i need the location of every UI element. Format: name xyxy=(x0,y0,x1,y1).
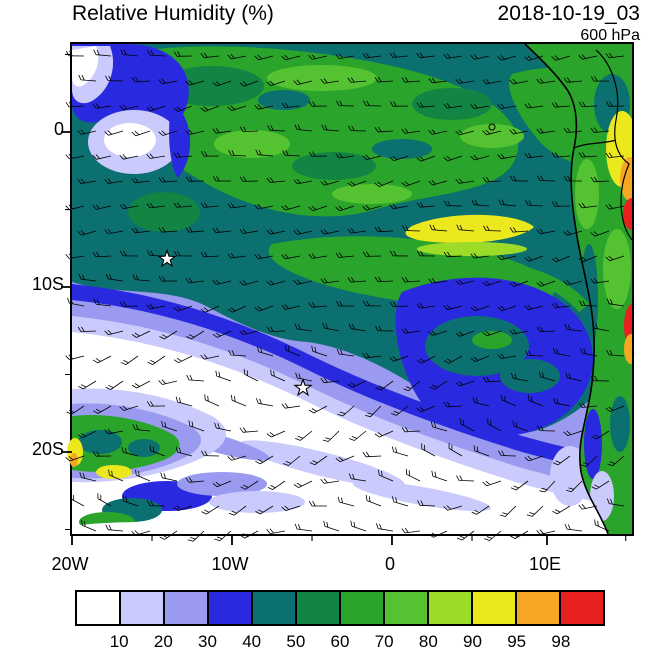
y-tick-label: 10S xyxy=(31,273,64,294)
colorbar-label: 80 xyxy=(418,632,438,651)
contour-region xyxy=(610,396,630,452)
contour-region xyxy=(267,65,377,91)
contour-region xyxy=(623,198,632,230)
pressure-level: 600 hPa xyxy=(580,27,640,44)
y-tick-label: 20S xyxy=(31,439,64,460)
colorbar-label: 60 xyxy=(330,632,350,651)
colorbar-box xyxy=(515,590,561,626)
contour-region xyxy=(412,88,492,120)
colorbar-label: 10 xyxy=(109,632,129,651)
contour-region xyxy=(209,491,305,513)
colorbar-label: 40 xyxy=(242,632,262,651)
coastline xyxy=(524,43,609,535)
contour-region xyxy=(239,440,405,488)
contour-region xyxy=(169,102,191,178)
colorbar-box xyxy=(559,590,605,626)
contour-region xyxy=(292,152,376,180)
contour-region xyxy=(417,242,527,256)
colorbar-box xyxy=(207,590,253,626)
contour-region xyxy=(332,184,412,204)
colorbar-box xyxy=(163,590,209,626)
contour-region xyxy=(258,90,310,110)
contour-region xyxy=(624,334,632,364)
colorbar-box xyxy=(75,590,121,626)
x-tick-label: 0 xyxy=(384,554,395,574)
wind-barb-strokes xyxy=(65,49,625,542)
colorbar-label: 95 xyxy=(507,632,527,651)
contour-region xyxy=(603,229,631,309)
contour-region xyxy=(372,139,432,159)
star-marker xyxy=(157,248,177,268)
contour-region xyxy=(472,331,512,349)
island-contour xyxy=(488,123,496,131)
contour-region xyxy=(72,522,292,534)
contour-region xyxy=(104,123,156,157)
colorbar-box xyxy=(339,590,385,626)
contour-region xyxy=(525,44,632,534)
contour-region xyxy=(72,414,180,472)
colorbar-label: 98 xyxy=(551,632,571,651)
colorbar-box xyxy=(119,590,165,626)
contour-region xyxy=(391,261,589,313)
contour-region xyxy=(177,472,267,496)
colorbar-label: 20 xyxy=(153,632,173,651)
humidity-field xyxy=(67,44,632,534)
contour-region xyxy=(575,159,599,229)
colorbar-box xyxy=(295,590,341,626)
contour-region xyxy=(70,453,78,467)
contour-region xyxy=(78,430,122,454)
x-tick-label: 10E xyxy=(528,554,561,574)
colorbar-box xyxy=(427,590,473,626)
wind-barbs xyxy=(65,49,625,542)
map-panel xyxy=(61,42,634,545)
country-border xyxy=(573,49,633,241)
station-markers xyxy=(157,248,313,397)
major-ticks xyxy=(61,131,548,545)
contour-region xyxy=(500,359,560,393)
valid-datetime: 2018-10-19_03 xyxy=(497,2,640,25)
contour-region xyxy=(128,192,200,232)
colorbar-label: 50 xyxy=(286,632,306,651)
colorbar-box xyxy=(471,590,517,626)
contour-region xyxy=(214,130,290,158)
colorbar-label: 70 xyxy=(374,632,394,651)
contour-region xyxy=(584,409,602,479)
colorbar-label: 90 xyxy=(463,632,482,651)
colorbar-box xyxy=(383,590,429,626)
header-right: 2018-10-19_03 600 hPa xyxy=(498,2,640,45)
contour-region xyxy=(460,124,524,148)
contour-region xyxy=(96,465,132,479)
chart-title: Relative Humidity (%) xyxy=(72,2,274,25)
contour-region xyxy=(128,439,160,457)
map-canvas xyxy=(61,43,633,545)
colorbar-box xyxy=(251,590,297,626)
axis-ticks xyxy=(61,53,627,545)
africa-land xyxy=(488,43,633,535)
x-tick-label: 20W xyxy=(51,554,89,574)
contour-region xyxy=(353,480,491,512)
land-humidity-patches xyxy=(575,74,632,521)
contour-region xyxy=(620,157,632,201)
minor-ticks xyxy=(65,53,627,541)
x-tick-label: 10W xyxy=(211,554,249,574)
contour-region xyxy=(405,214,534,244)
colorbar xyxy=(75,590,605,626)
colorbar-label: 30 xyxy=(198,632,217,651)
star-marker xyxy=(293,377,313,397)
y-tick-label: 0 xyxy=(53,119,64,139)
